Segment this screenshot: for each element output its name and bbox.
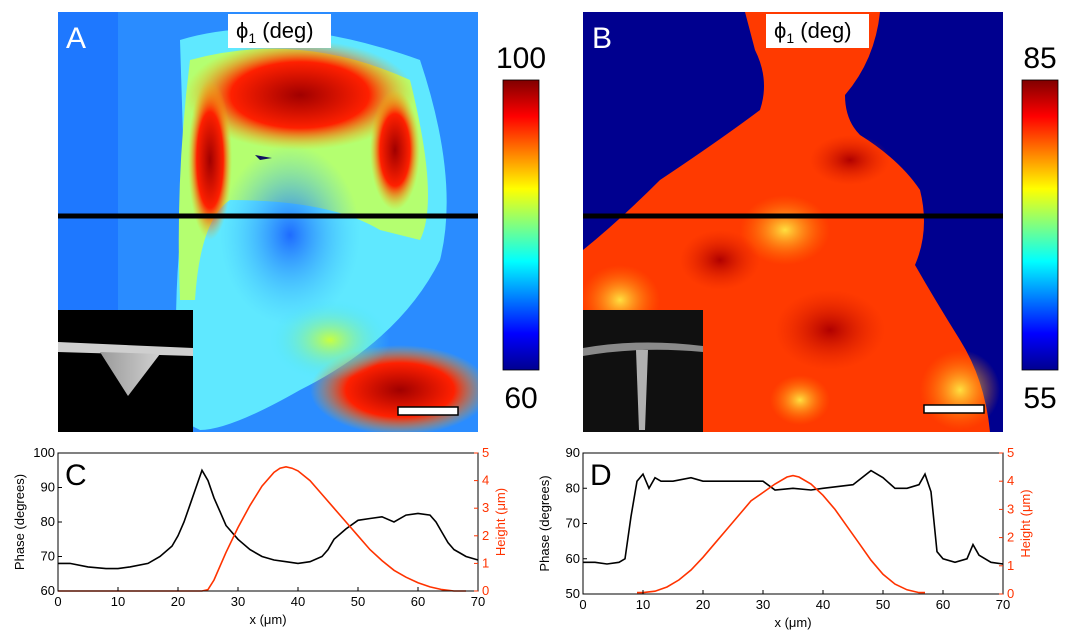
chart-d-ytick-label: 60 bbox=[566, 551, 580, 566]
chart-c-xlabel: x (μm) bbox=[249, 612, 286, 627]
chart-d-xlabel: x (μm) bbox=[774, 615, 811, 630]
scale-bar-b bbox=[923, 404, 985, 414]
pyramid-tip-icon bbox=[100, 352, 160, 396]
needle-tip-icon bbox=[636, 350, 648, 430]
chart-d-ytick-label: 90 bbox=[566, 445, 580, 460]
chart-d-xtick-label: 10 bbox=[636, 597, 650, 612]
chart-d-phase-line bbox=[583, 469, 1004, 565]
chart-c-y2tick-label: 3 bbox=[482, 500, 489, 515]
chart-c-phase-line bbox=[58, 468, 479, 570]
chart-c-xtick-label: 60 bbox=[411, 594, 425, 609]
chart-d-y2tick-label: 4 bbox=[1007, 473, 1014, 488]
colorbar-a bbox=[502, 79, 540, 371]
chart-c-y2tick-label: 1 bbox=[482, 555, 489, 570]
chart-d-xtick-label: 20 bbox=[696, 597, 710, 612]
colorbar-b bbox=[1021, 79, 1059, 371]
chart-d-xtick-label: 50 bbox=[876, 597, 890, 612]
map-title-b: ϕ1 (deg) bbox=[774, 18, 852, 46]
chart-d-xtick-label: 30 bbox=[756, 597, 770, 612]
map-title-bg-b bbox=[766, 14, 869, 48]
chart-c-xtick-label: 30 bbox=[231, 594, 245, 609]
map-a bbox=[58, 12, 478, 432]
chart-c-y2label: Height (μm) bbox=[493, 488, 508, 556]
chart-d-xtick-label: 0 bbox=[579, 597, 586, 612]
chart-d-y2tick-label: 5 bbox=[1007, 445, 1014, 460]
panel-label-a: A bbox=[66, 22, 86, 55]
chart-c-ytick-label: 70 bbox=[41, 549, 55, 564]
chart-d-ylabel: Phase (degrees) bbox=[537, 475, 552, 571]
colorbar-max-b: 85 bbox=[1023, 42, 1056, 75]
chart-c-frame bbox=[57, 452, 479, 592]
scale-bar-a bbox=[397, 406, 459, 416]
chart-d-y2tick-label: 0 bbox=[1007, 586, 1014, 601]
panel-label-b: B bbox=[592, 22, 612, 55]
chart-c-y2tick-label: 2 bbox=[482, 528, 489, 543]
chart-d-ytick-label: 50 bbox=[566, 586, 580, 601]
chart-c-height-line bbox=[58, 465, 466, 592]
chart-d: 0 10 20 30 40 50 60 70 50 60 70 80 90 0 1 2 3 4 5 x (μm) Pha… bbox=[537, 445, 1033, 630]
chart-c-xtick-label: 20 bbox=[171, 594, 185, 609]
chart-d-xtick-label: 70 bbox=[996, 597, 1010, 612]
chart-d-y2tick-label: 3 bbox=[1007, 501, 1014, 516]
chart-d-ytick-label: 70 bbox=[566, 516, 580, 531]
colorbar-min-b: 55 bbox=[1023, 382, 1056, 415]
chart-d-y2label: Height (μm) bbox=[1018, 489, 1033, 557]
chart-c-ytick-label: 90 bbox=[41, 480, 55, 495]
chart-d-height-line bbox=[637, 474, 925, 594]
chart-c-xtick-label: 50 bbox=[351, 594, 365, 609]
chart-c-xtick-label: 10 bbox=[111, 594, 125, 609]
map-title-a: ϕ1 (deg) bbox=[236, 18, 314, 46]
chart-c-xtick-label: 40 bbox=[291, 594, 305, 609]
chart-c-y2tick-label: 4 bbox=[482, 473, 489, 488]
chart-d-panel-label: D bbox=[590, 459, 612, 492]
colorbar-max-a: 100 bbox=[496, 42, 546, 75]
chart-d-ytick-label: 80 bbox=[566, 480, 580, 495]
cantilever-a bbox=[58, 342, 193, 356]
map-title-bg-a bbox=[228, 14, 331, 48]
chart-c-ytick-label: 80 bbox=[41, 514, 55, 529]
colorbar-min-a: 60 bbox=[504, 382, 537, 415]
chart-c-y2tick-label: 0 bbox=[482, 583, 489, 598]
chart-d-frame bbox=[582, 452, 1004, 595]
chart-c-ytick-label: 100 bbox=[33, 445, 55, 460]
chart-c-y2tick-label: 5 bbox=[482, 445, 489, 460]
chart-c: 0 10 20 30 40 50 60 70 60 70 80 90 100 0 1 2 3 4 5 x (μm) Ph… bbox=[12, 445, 508, 627]
cantilever-b bbox=[583, 342, 703, 356]
chart-c-xtick-label: 70 bbox=[471, 594, 485, 609]
chart-c-panel-label: C bbox=[65, 459, 87, 492]
chart-d-xtick-label: 60 bbox=[936, 597, 950, 612]
chart-c-ylabel: Phase (degrees) bbox=[12, 474, 27, 570]
chart-d-y2tick-label: 1 bbox=[1007, 558, 1014, 573]
chart-d-y2tick-label: 2 bbox=[1007, 530, 1014, 545]
chart-d-xtick-label: 40 bbox=[816, 597, 830, 612]
chart-c-ytick-label: 60 bbox=[41, 583, 55, 598]
chart-c-xtick-label: 0 bbox=[54, 594, 61, 609]
